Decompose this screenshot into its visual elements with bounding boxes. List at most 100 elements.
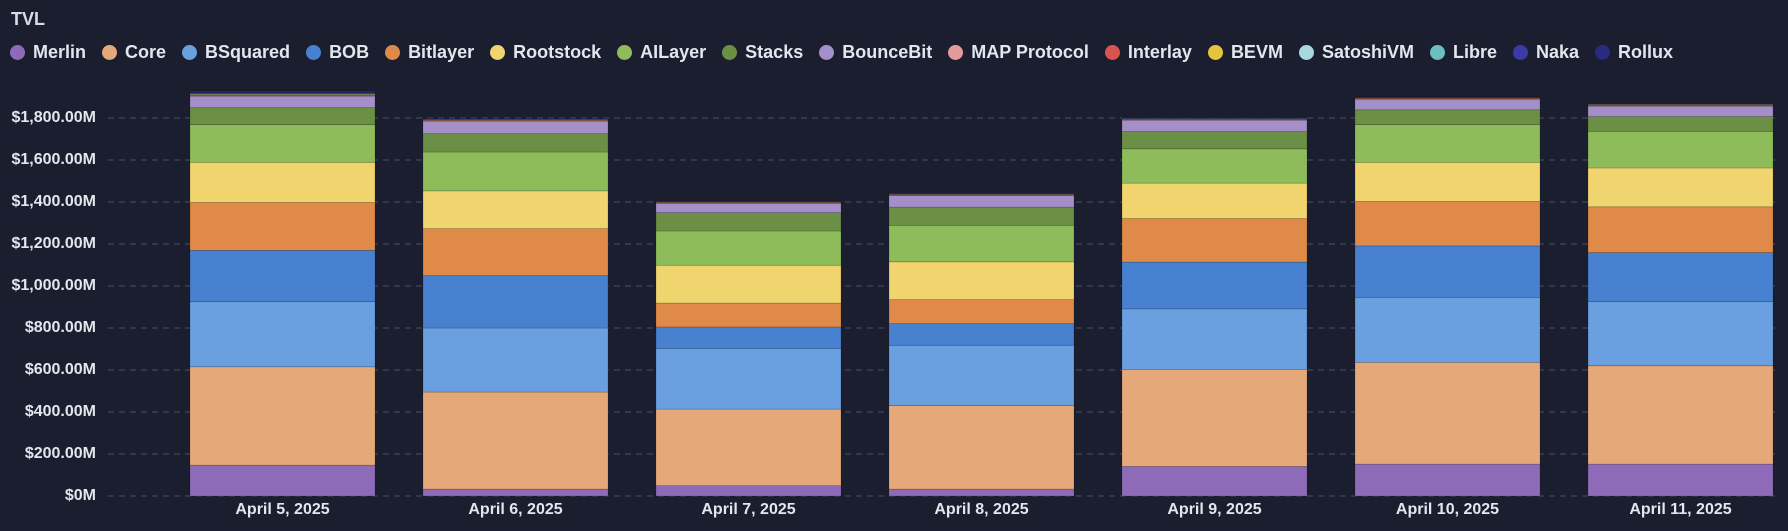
legend-label: Merlin [33, 42, 87, 62]
legend-label: AILayer [640, 42, 707, 62]
legend-swatch [1207, 45, 1223, 60]
bar-segment [888, 206, 1075, 226]
bar-segment [189, 366, 376, 466]
bar-segment [422, 391, 609, 490]
bar-segment [655, 264, 842, 304]
legend-item[interactable]: Core [102, 42, 166, 63]
bar-segment [189, 124, 376, 163]
bar-segment [1354, 463, 1541, 497]
y-tick-label: $1,400.00M [11, 193, 96, 210]
legend-item[interactable]: SatoshiVM [1298, 42, 1414, 63]
bar-segment [888, 323, 1075, 346]
legend-swatch [385, 45, 401, 60]
legend-swatch [1512, 45, 1528, 60]
bar-segment [888, 261, 1075, 300]
legend-swatch [722, 45, 738, 60]
bar-segment [1121, 308, 1308, 370]
bar-segment [1121, 218, 1308, 263]
legend-swatch [1595, 45, 1611, 60]
bar-segment [1121, 131, 1308, 150]
x-tick-label: April 8, 2025 [934, 501, 1028, 518]
legend-label: Naka [1535, 42, 1580, 62]
legend-label: SatoshiVM [1321, 42, 1414, 62]
legend-item[interactable]: BEVM [1207, 42, 1283, 63]
bar-segment [1587, 365, 1774, 465]
legend-item[interactable]: BSquared [182, 42, 290, 63]
bar-segment [1354, 109, 1541, 126]
bar-segment [189, 202, 376, 251]
bar-segment [1587, 252, 1774, 303]
legend-label: BSquared [205, 42, 291, 62]
bar-segment [1354, 99, 1541, 111]
legend-swatch [1104, 45, 1120, 60]
legend-label: Interlay [1127, 42, 1192, 62]
legend-swatch [617, 45, 633, 60]
bar-segment [1121, 148, 1308, 184]
bar-segment [888, 299, 1075, 324]
x-tick-label: April 7, 2025 [701, 501, 795, 518]
legend-item[interactable]: BOB [306, 42, 369, 63]
legend-item[interactable]: AILayer [617, 42, 706, 63]
y-tick-label: $800.00M [25, 319, 96, 336]
legend-swatch [819, 45, 835, 60]
bar-segment [189, 107, 376, 126]
legend-label: Core [125, 42, 167, 62]
bar-segment [189, 301, 376, 368]
legend-label: Libre [1452, 42, 1497, 62]
bar-segment [189, 94, 376, 96]
legend-item[interactable]: Interlay [1104, 42, 1192, 63]
legend-label: MAP Protocol [971, 42, 1089, 62]
y-tick-label: $1,000.00M [11, 277, 96, 294]
legend-item[interactable]: MAP Protocol [948, 42, 1089, 63]
legend-item[interactable]: Stacks [722, 42, 803, 63]
bar-segment [422, 120, 609, 135]
y-tick-label: $1,800.00M [11, 109, 96, 126]
legend-item[interactable]: Libre [1429, 42, 1497, 63]
bar-segment [655, 212, 842, 232]
legend-item[interactable]: BounceBit [819, 42, 932, 63]
legend-swatch [182, 45, 198, 60]
y-tick-label: $1,200.00M [11, 235, 96, 252]
legend-swatch [1429, 45, 1445, 60]
bar-segment [1354, 245, 1541, 298]
bar-segment [888, 192, 1075, 194]
legend-swatch [490, 45, 506, 60]
legend-item[interactable]: Naka [1512, 42, 1580, 63]
legend-label: BOB [329, 42, 370, 62]
x-tick-label: April 6, 2025 [468, 501, 562, 518]
chart-title: TVL [11, 9, 45, 29]
legend-label: Rollux [1618, 42, 1674, 62]
legend-label: Rootstock [513, 42, 602, 62]
y-tick-label: $400.00M [25, 403, 96, 420]
y-tick-label: $600.00M [25, 361, 96, 378]
bar-segment [422, 327, 609, 393]
x-tick-label: April 5, 2025 [235, 501, 329, 518]
bar-segment [422, 190, 609, 229]
bar-segment [189, 464, 376, 497]
y-tick-label: $0M [65, 487, 96, 504]
bar-segment [655, 326, 842, 349]
bar-segment [422, 151, 609, 192]
bar-segment [1354, 201, 1541, 247]
x-tick-label: April 9, 2025 [1167, 501, 1261, 518]
x-tick-label: April 11, 2025 [1629, 501, 1731, 518]
bar-segment [1121, 182, 1308, 219]
bar-segment [422, 275, 609, 329]
bar-segment [888, 225, 1075, 263]
bar-segment [655, 348, 842, 410]
legend-item[interactable]: Rootstock [490, 42, 601, 63]
bar-segment [655, 408, 842, 487]
bar-segment [189, 250, 376, 303]
legend-item[interactable]: Merlin [10, 42, 86, 63]
bar-segment [1354, 162, 1541, 202]
bar-segment [1587, 116, 1774, 132]
bar-segment [888, 195, 1075, 208]
bar-segment [189, 162, 376, 203]
bar-segment [888, 405, 1075, 490]
legend-item[interactable]: Bitlayer [385, 42, 474, 63]
bar-segment [189, 95, 376, 108]
legend-label: Stacks [745, 42, 804, 62]
legend-label: Bitlayer [408, 42, 475, 62]
bar-segment [1354, 297, 1541, 363]
legend-item[interactable]: Rollux [1595, 42, 1673, 63]
